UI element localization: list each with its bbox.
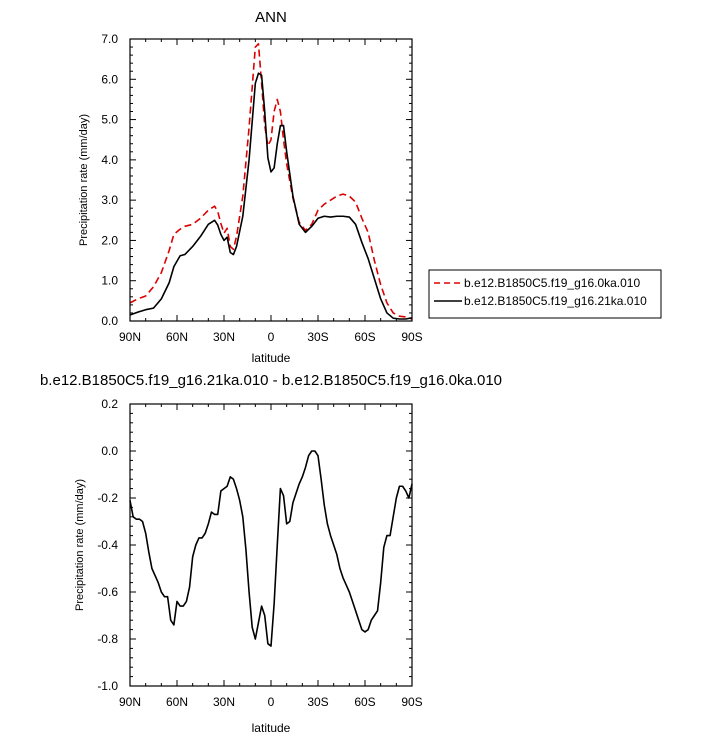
bottom-axis-ticks: 90N 60N 30N 0 30S 60S 90S 0.2 0.0 -0.2 -0.4 -0.6 -0.… [97,397,422,709]
top-x-tick-label: 60S [354,330,375,344]
top-y-tick-label: 5.0 [101,113,118,127]
top-x-tick-label: 90N [119,330,141,344]
top-series-line-0 [129,43,413,320]
bottom-y-tick-label: -0.8 [97,632,118,646]
bottom-panel: b.e12.B1850C5.f19_g16.21ka.010 - b.e12.B… [40,372,502,735]
bottom-y-tick-label: 0.2 [101,397,118,411]
top-plot-frame [129,38,413,322]
top-y-tick-label: 0.0 [101,314,118,328]
top-x-tick-label: 30N [213,330,235,344]
bottom-y-axis-label: Precipitation rate (mm/day) [74,479,86,611]
bottom-x-tick-label: 30S [307,695,328,709]
legend-box [428,269,662,319]
legend-label-21ka: b.e12.B1850C5.f19_g16.21ka.010 [464,294,647,308]
bottom-x-tick-label: 30N [213,695,235,709]
top-y-tick-label: 3.0 [101,193,118,207]
top-x-tick-label: 60N [166,330,188,344]
bottom-series-line-0 [129,450,413,647]
top-y-tick-label: 2.0 [101,233,118,247]
bottom-x-tick-label: 60N [166,695,188,709]
top-y-axis-label: Precipitation rate (mm/day) [78,114,90,246]
bottom-x-tick-label: 90N [119,695,141,709]
bottom-y-tick-label: -0.6 [97,585,118,599]
top-y-tick-label: 1.0 [101,274,118,288]
top-axis-ticks: 90N 60N 30N 0 30S 60S 90S 0.0 1.0 2.0 3.0 4.0 5.0 6.0… [101,32,422,344]
legend: b.e12.B1850C5.f19_g16.0ka.010 b.e12.B185… [428,269,662,319]
top-series-line-1 [129,72,413,320]
bottom-x-tick-label: 90S [401,695,422,709]
bottom-plot-frame [129,403,413,687]
top-x-tick-label: 90S [401,330,422,344]
top-x-tick-label: 0 [268,330,275,344]
bottom-y-tick-label: -0.2 [97,491,118,505]
bottom-y-tick-label: 0.0 [101,444,118,458]
top-y-tick-label: 7.0 [101,32,118,46]
top-series-lines [129,43,413,320]
bottom-x-tick-label: 0 [268,695,275,709]
top-chart-title: ANN [255,9,287,26]
top-y-tick-label: 6.0 [101,72,118,86]
bottom-series-lines [129,450,413,647]
bottom-y-tick-label: -1.0 [97,679,118,693]
top-x-tick-label: 30S [307,330,328,344]
bottom-x-axis-label: latitude [252,721,291,735]
bottom-chart-title: b.e12.B1850C5.f19_g16.21ka.010 - b.e12.B… [40,372,502,389]
bottom-y-tick-label: -0.4 [97,538,118,552]
bottom-x-tick-label: 60S [354,695,375,709]
legend-label-0ka: b.e12.B1850C5.f19_g16.0ka.010 [464,276,640,290]
top-y-tick-label: 4.0 [101,153,118,167]
top-panel: ANN Precipitation rate (mm/day) latitude… [78,9,423,365]
top-x-axis-label: latitude [252,351,291,365]
